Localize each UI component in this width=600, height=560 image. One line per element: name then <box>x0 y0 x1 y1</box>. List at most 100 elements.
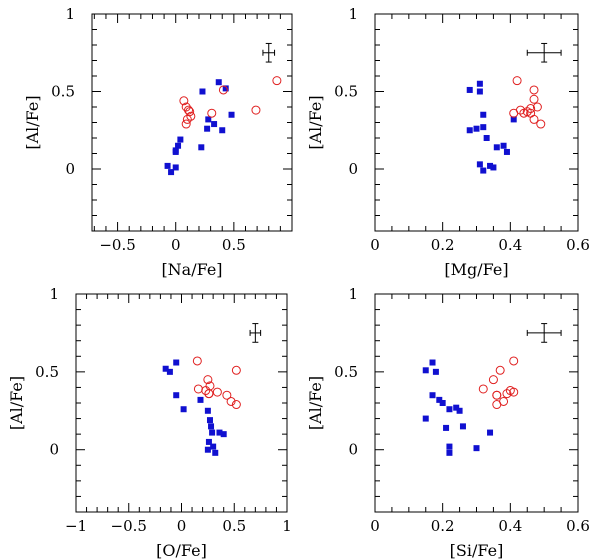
data-point-circle <box>204 389 214 399</box>
data-point-square <box>180 406 187 413</box>
data-point-square <box>436 396 443 403</box>
scatter-panel-4: 0 0.2 0.4 0.6 0 0.5 1 [Si/Fe] [Al/Fe] <box>306 285 590 560</box>
data-point-square <box>162 365 169 372</box>
x-axis-label: [Si/Fe] <box>450 541 504 560</box>
y-axis-label: [Al/Fe] <box>306 95 325 149</box>
data-point-square <box>466 127 473 134</box>
y-tick-label: 0.5 <box>51 83 75 101</box>
data-point-square <box>220 431 227 438</box>
data-point-circle <box>532 102 542 112</box>
error-bar <box>526 42 562 63</box>
x-tick-label: 0.2 <box>431 517 455 535</box>
data-point-square <box>219 127 226 134</box>
data-point-circle <box>226 396 236 406</box>
data-point-square <box>197 396 204 403</box>
data-point-square <box>222 85 229 92</box>
data-point-square <box>456 407 463 414</box>
data-point-square <box>473 445 480 452</box>
data-point-circle <box>218 85 228 95</box>
data-point-square <box>204 446 211 453</box>
data-point-square <box>204 407 211 414</box>
data-point-square <box>446 443 453 450</box>
data-point-square <box>210 443 217 450</box>
data-point-square <box>466 86 473 93</box>
x-tick-label: 0 <box>177 517 187 535</box>
data-point-square <box>493 144 500 151</box>
data-point-square <box>476 88 483 95</box>
data-point-circle <box>203 375 213 385</box>
scatter-panel-1: −0.5 0 0.5 0 0.5 1 [Na/Fe] [Al/Fe] <box>23 5 293 279</box>
y-tick-label: 0 <box>348 160 358 178</box>
data-point-square <box>164 162 171 169</box>
x-tick-label: 0.6 <box>566 236 590 254</box>
data-point-square <box>439 400 446 406</box>
data-point-square <box>206 417 213 424</box>
data-point-circle <box>512 76 522 86</box>
y-tick-label: 1 <box>348 5 358 23</box>
data-point-square <box>446 449 453 456</box>
plot-frame <box>91 13 293 232</box>
data-point-square <box>453 404 460 411</box>
plot-frame <box>374 293 579 513</box>
data-point-square <box>199 88 206 95</box>
data-point-circle <box>488 375 498 385</box>
x-tick-label: −1 <box>65 517 87 535</box>
x-tick-label: 0.2 <box>431 236 455 254</box>
data-point-circle <box>193 384 203 394</box>
data-point-square <box>422 367 429 374</box>
x-tick-label: 0.4 <box>498 517 522 535</box>
data-point-square <box>443 424 450 431</box>
data-point-circle <box>184 105 194 115</box>
x-tick-label: 0 <box>370 236 380 254</box>
data-point-circle <box>495 365 505 375</box>
data-point-square <box>172 147 179 154</box>
data-point-circle <box>192 356 202 366</box>
data-point-circle <box>529 85 539 95</box>
data-point-circle <box>251 105 261 115</box>
y-tick-label: 1 <box>348 285 358 303</box>
data-point-circle <box>509 387 519 397</box>
data-point-circle <box>231 400 241 410</box>
data-point-circle <box>179 96 189 106</box>
data-point-square <box>175 142 182 149</box>
data-point-circle <box>509 108 519 118</box>
y-tick-label: 0.5 <box>334 83 358 101</box>
data-point-square <box>205 116 212 123</box>
y-tick-label: 0.5 <box>334 363 358 381</box>
data-point-circle <box>509 356 519 366</box>
data-point-square <box>487 162 494 169</box>
data-point-square <box>228 111 235 118</box>
data-point-circle <box>526 104 536 114</box>
data-point-square <box>429 359 436 366</box>
data-point-square <box>480 167 487 174</box>
x-axis-label: [Na/Fe] <box>161 260 222 279</box>
x-tick-label: 1 <box>282 517 292 535</box>
data-point-square <box>500 142 507 149</box>
data-point-square <box>487 429 494 436</box>
data-point-circle <box>499 396 509 406</box>
data-point-square <box>177 136 184 143</box>
data-point-circle <box>181 102 191 112</box>
data-point-square <box>208 423 215 430</box>
y-tick-label: 0 <box>49 441 59 459</box>
data-point-circle <box>181 119 191 129</box>
data-point-square <box>490 164 497 171</box>
data-point-square <box>480 124 487 131</box>
y-tick-label: 0 <box>65 160 75 178</box>
data-point-square <box>446 406 453 413</box>
y-axis-label: [Al/Fe] <box>7 376 26 430</box>
data-point-circle <box>529 114 539 124</box>
data-point-square <box>173 359 180 366</box>
data-point-circle <box>536 119 546 129</box>
data-point-square <box>204 125 211 132</box>
x-axis-label: [Mg/Fe] <box>444 260 508 279</box>
data-point-circle <box>272 76 282 86</box>
data-point-square <box>173 392 180 399</box>
y-tick-label: 0.5 <box>35 363 59 381</box>
x-tick-label: 0.6 <box>566 517 590 535</box>
x-tick-label: 0.5 <box>222 517 246 535</box>
y-axis-label: [Al/Fe] <box>306 376 325 430</box>
data-point-square <box>205 438 212 445</box>
x-tick-label: −0.5 <box>111 517 147 535</box>
